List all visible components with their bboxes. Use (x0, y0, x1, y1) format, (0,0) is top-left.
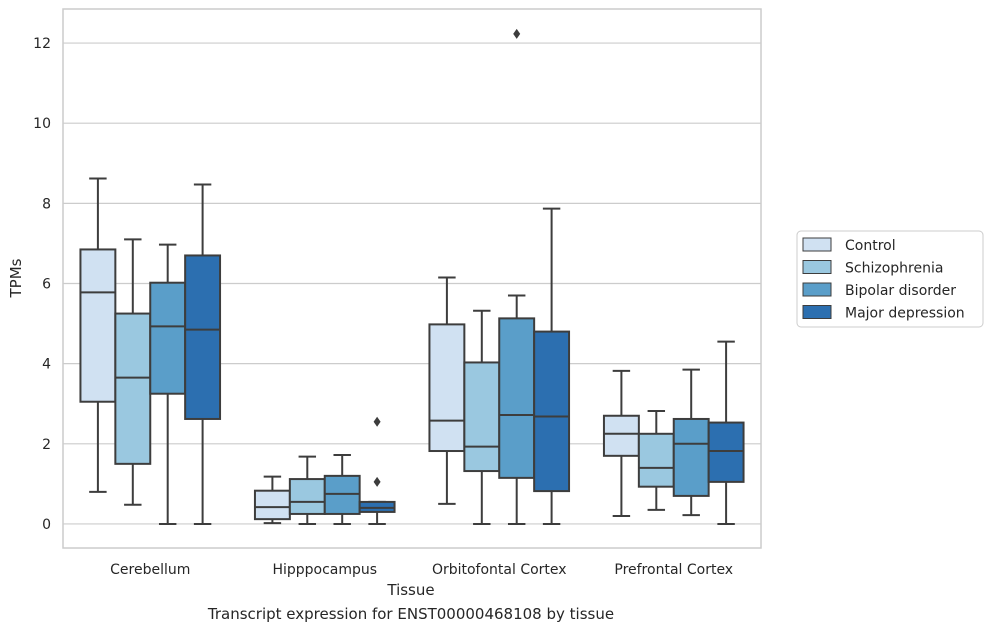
legend-frame (796, 230, 984, 328)
y-tick-label: 4 (42, 357, 51, 373)
box (184, 183, 222, 525)
box-body (288, 478, 326, 515)
box (602, 369, 640, 517)
box (498, 28, 536, 525)
y-tick-label: 12 (33, 36, 51, 52)
box-body (184, 254, 222, 420)
x-tick-label: Prefrontal Cortex (614, 562, 733, 578)
box-body (114, 312, 152, 465)
y-tick-label: 8 (42, 196, 51, 212)
legend-label: Schizophrenia (845, 261, 943, 277)
box-body (707, 421, 745, 483)
y-tick-label: 10 (33, 116, 51, 132)
legend-swatch (802, 260, 832, 274)
box-groups (79, 28, 745, 525)
x-tick-label: Orbitofontal Cortex (432, 562, 567, 578)
y-tick-labels: 0 2 4 6 8 10 12 (33, 36, 51, 533)
box-body (637, 432, 675, 488)
y-tick-label: 0 (42, 517, 51, 533)
box (323, 454, 361, 525)
box (253, 475, 291, 525)
box-body (672, 417, 710, 497)
legend-label: Bipolar disorder (845, 283, 956, 299)
box-body (498, 317, 536, 479)
legend-label: Control (845, 238, 896, 254)
box (637, 409, 675, 511)
legend-swatch (802, 305, 832, 319)
box (428, 276, 466, 505)
outlier-point (373, 476, 381, 487)
plot-frame (62, 8, 762, 549)
series-schizophrenia (114, 238, 675, 525)
box (707, 340, 745, 525)
y-tick-label: 2 (42, 437, 51, 453)
box-body (533, 330, 571, 493)
box (358, 416, 396, 525)
x-tick-label: Cerebellum (110, 562, 190, 578)
series-major-depression (184, 183, 745, 525)
box (79, 177, 117, 493)
x-tick-label: Hipppocampus (272, 562, 377, 578)
x-tick-labels: Cerebellum Hipppocampus Orbitofontal Corte… (110, 562, 733, 578)
box (288, 455, 326, 525)
y-axis-title: TPMs (7, 258, 25, 298)
box (533, 207, 571, 525)
y-tick-label: 6 (42, 277, 51, 293)
legend-swatch (802, 237, 832, 252)
figure-caption: Transcript expression for ENST0000046810… (207, 605, 615, 623)
box-body (602, 414, 640, 457)
outlier-point (373, 416, 381, 427)
x-axis-title: Tissue (386, 581, 434, 599)
box-body (463, 361, 501, 473)
legend-swatch (802, 282, 832, 297)
series-control (79, 177, 640, 525)
outlier-point (513, 28, 521, 39)
box (114, 238, 152, 506)
box (463, 309, 501, 525)
box (149, 243, 187, 525)
box-body (149, 281, 187, 395)
box-body (428, 323, 466, 453)
box-body (358, 500, 396, 513)
box-body (253, 489, 291, 521)
series-bipolar-disorder (149, 28, 710, 525)
legend-label: Major depression (845, 306, 965, 322)
box-body (79, 248, 117, 403)
legend: Control Schizophrenia Bipolar disorder Majo… (796, 230, 984, 328)
box-body (323, 474, 361, 515)
plot-border (62, 8, 762, 549)
box (672, 368, 710, 517)
